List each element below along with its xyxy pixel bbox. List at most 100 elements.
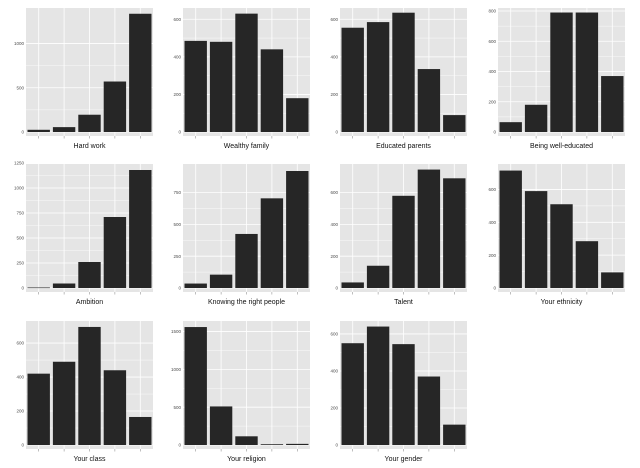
y-tick-label: 250 <box>16 261 24 266</box>
y-tick-label: 1000 <box>14 186 25 191</box>
x-axis-label: Talent <box>394 299 413 306</box>
bar <box>260 198 284 288</box>
y-tick-label: 1500 <box>171 329 182 334</box>
bar <box>260 49 284 133</box>
bar <box>499 122 522 132</box>
x-axis-label: Knowing the right people <box>208 299 285 306</box>
chart-panel: 0 200 400 600 Wealthy family <box>173 8 310 150</box>
bar <box>78 114 101 132</box>
y-tick-label: 600 <box>16 341 24 346</box>
y-tick-label: 0 <box>493 286 496 291</box>
y-tick-label: 800 <box>488 9 496 14</box>
bar <box>366 265 390 288</box>
bar <box>392 344 415 445</box>
bar <box>52 127 76 132</box>
y-tick-label: 600 <box>173 17 181 22</box>
bar <box>27 373 50 445</box>
bar <box>286 170 309 288</box>
chart-panel: 0 250 500 750 1000 1250 Ambition <box>14 161 153 306</box>
bar <box>417 376 441 445</box>
y-tick-label: 400 <box>488 69 496 74</box>
y-tick-label: 0 <box>21 130 24 135</box>
y-tick-label: 1250 <box>14 161 25 166</box>
bar <box>392 12 415 133</box>
bar <box>235 13 258 132</box>
y-tick-label: 600 <box>330 190 338 195</box>
bar <box>366 22 390 132</box>
y-tick-label: 600 <box>488 187 496 192</box>
chart-panel: 0 200 400 600 800 Being well-educated <box>488 8 625 150</box>
bar <box>78 326 101 445</box>
bar <box>103 370 127 445</box>
bar <box>235 436 258 445</box>
chart-panel: 0 200 400 600 Your ethnicity <box>488 164 625 306</box>
bar <box>235 233 258 288</box>
bar <box>524 104 548 132</box>
bar <box>575 241 599 288</box>
bar <box>129 170 152 288</box>
bar <box>417 69 441 132</box>
bar <box>209 406 233 445</box>
x-axis-label: Your gender <box>385 456 424 463</box>
bar <box>550 12 573 133</box>
y-tick-label: 400 <box>173 54 181 59</box>
y-tick-label: 200 <box>173 92 181 97</box>
bar <box>184 327 207 445</box>
bar <box>524 191 548 288</box>
y-tick-label: 400 <box>330 222 338 227</box>
x-axis-label: Educated parents <box>376 143 431 150</box>
y-tick-label: 400 <box>488 220 496 225</box>
bar <box>443 115 466 132</box>
bar <box>341 27 364 132</box>
chart-panel: 0 200 400 600 Your gender <box>330 321 467 463</box>
y-tick-label: 200 <box>488 99 496 104</box>
bar <box>286 98 309 132</box>
x-axis-label: Hard work <box>74 143 106 150</box>
bar <box>103 81 127 132</box>
bar <box>27 129 50 132</box>
x-axis-label: Your ethnicity <box>541 299 583 306</box>
bar <box>392 195 415 288</box>
bar <box>417 169 441 288</box>
bar <box>260 444 284 445</box>
bar <box>550 204 573 288</box>
y-tick-label: 750 <box>16 211 24 216</box>
y-tick-label: 600 <box>330 332 338 337</box>
y-tick-label: 0 <box>178 286 181 291</box>
bar <box>443 178 466 288</box>
y-tick-label: 400 <box>330 369 338 374</box>
y-tick-label: 400 <box>330 54 338 59</box>
y-tick-label: 1000 <box>171 367 182 372</box>
y-tick-label: 250 <box>173 254 181 259</box>
y-tick-label: 500 <box>16 85 24 90</box>
y-tick-label: 200 <box>488 253 496 258</box>
y-tick-label: 200 <box>330 92 338 97</box>
x-axis-label: Ambition <box>76 299 103 306</box>
bar <box>129 13 152 133</box>
y-tick-label: 1000 <box>14 41 25 46</box>
y-tick-label: 500 <box>173 405 181 410</box>
y-tick-label: 0 <box>335 286 338 291</box>
y-tick-label: 500 <box>173 222 181 227</box>
bar <box>341 343 364 445</box>
bar <box>601 76 624 132</box>
y-tick-label: 0 <box>21 443 24 448</box>
bar <box>78 262 101 288</box>
bar <box>366 326 390 445</box>
y-tick-label: 500 <box>16 236 24 241</box>
y-tick-label: 0 <box>493 130 496 135</box>
y-tick-label: 200 <box>330 406 338 411</box>
chart-panel: 0 500 1000 Hard work <box>14 8 153 150</box>
y-tick-label: 0 <box>21 286 24 291</box>
bar <box>601 272 624 288</box>
bar <box>27 287 50 289</box>
bar <box>184 40 207 133</box>
bar <box>129 416 152 445</box>
x-axis-label: Your class <box>73 456 106 463</box>
y-tick-label: 0 <box>335 130 338 135</box>
chart-panel: 0 200 400 600 Educated parents <box>330 8 467 150</box>
chart-panel: 0 500 1000 1500 Your religion <box>171 321 310 463</box>
bar <box>209 274 233 288</box>
x-axis-label: Your religion <box>227 456 266 463</box>
